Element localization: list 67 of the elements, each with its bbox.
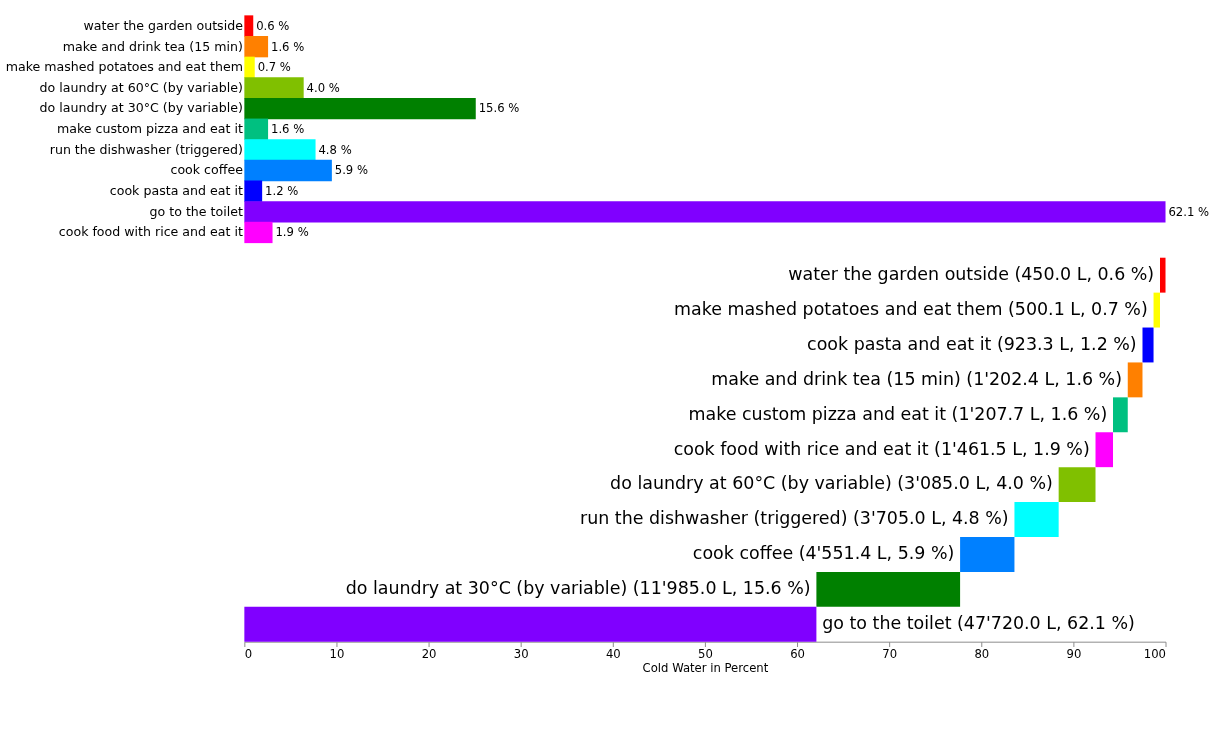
x-tick-label: 90 bbox=[1066, 646, 1082, 661]
data-label: 62.1 % bbox=[1168, 204, 1210, 219]
data-label: 0.6 % bbox=[256, 18, 290, 33]
bar bbox=[1153, 292, 1160, 328]
data-label: 4.8 % bbox=[318, 142, 352, 157]
bar bbox=[1058, 467, 1096, 503]
bar bbox=[960, 536, 1015, 572]
x-tick-label: 60 bbox=[790, 646, 805, 661]
category-label: make custom pizza and eat it (1'207.7 L, 1.6 %) bbox=[688, 403, 1108, 424]
bar bbox=[244, 201, 1166, 223]
y-tick-label: cook pasta and eat it bbox=[109, 183, 243, 199]
bar bbox=[244, 139, 316, 161]
bar bbox=[244, 36, 269, 58]
bar bbox=[1127, 362, 1143, 398]
x-tick-label: 70 bbox=[882, 646, 898, 661]
y-tick-label: make and drink tea (15 min) bbox=[62, 38, 243, 54]
category-label: do laundry at 60°C (by variable) (3'085.0 L, 4.0 %) bbox=[610, 473, 1053, 494]
bar bbox=[1159, 257, 1166, 293]
data-label: 1.2 % bbox=[265, 184, 299, 199]
x-tick-label: 10 bbox=[329, 646, 345, 661]
data-label: 1.6 % bbox=[270, 122, 305, 137]
category-label: cook food with rice and eat it (1'461.5 L, 1.9 %) bbox=[673, 438, 1090, 459]
data-label: 5.9 % bbox=[334, 163, 369, 178]
bar bbox=[244, 97, 476, 120]
y-tick-label: run the dishwasher (triggered) bbox=[49, 141, 243, 157]
data-label: 0.7 % bbox=[257, 60, 291, 75]
x-tick-label: 100 bbox=[1143, 646, 1166, 661]
bar bbox=[816, 571, 961, 607]
data-label: 1.6 % bbox=[270, 39, 305, 54]
bar bbox=[244, 118, 269, 140]
x-tick-label: 50 bbox=[698, 646, 713, 661]
category-label: make and drink tea (15 min) (1'202.4 L, 1.6 %) bbox=[711, 368, 1122, 389]
y-tick-label: do laundry at 60°C (by variable) bbox=[39, 79, 243, 95]
category-label: water the garden outside (450.0 L, 0.6 %) bbox=[788, 264, 1155, 285]
bar bbox=[244, 221, 273, 244]
bar bbox=[1142, 327, 1154, 363]
x-tick-label: 0 bbox=[244, 646, 253, 661]
bar bbox=[244, 180, 263, 202]
x-axis-title: Cold Water in Percent bbox=[642, 661, 769, 676]
data-label: 15.6 % bbox=[478, 101, 520, 116]
category-label: make mashed potatoes and eat them (500.1 L, 0.7 %) bbox=[674, 298, 1148, 319]
category-label: run the dishwasher (triggered) (3'705.0 L, 4.8 %) bbox=[580, 508, 1009, 529]
bar bbox=[244, 56, 255, 78]
data-label: 4.0 % bbox=[306, 80, 340, 95]
bar bbox=[1113, 397, 1128, 433]
x-tick-label: 30 bbox=[513, 646, 529, 661]
bar bbox=[244, 15, 254, 37]
y-tick-label: do laundry at 30°C (by variable) bbox=[39, 100, 243, 116]
bar bbox=[244, 606, 817, 642]
x-tick-label: 40 bbox=[605, 646, 621, 661]
y-tick-label: cook food with rice and eat it bbox=[58, 224, 243, 240]
bar bbox=[1014, 502, 1059, 537]
y-tick-label: go to the toilet bbox=[149, 203, 243, 219]
y-tick-label: make custom pizza and eat it bbox=[56, 121, 243, 137]
bar bbox=[244, 77, 304, 99]
category-label: cook pasta and eat it (923.3 L, 1.2 %) bbox=[807, 333, 1137, 354]
bar bbox=[1095, 432, 1114, 468]
category-label: go to the toilet (47'720.0 L, 62.1 %) bbox=[822, 613, 1135, 634]
y-tick-label: cook coffee bbox=[170, 162, 244, 178]
bar bbox=[244, 159, 332, 182]
category-label: cook coffee (4'551.4 L, 5.9 %) bbox=[692, 543, 955, 564]
y-tick-label: water the garden outside bbox=[83, 17, 244, 33]
x-tick-label: 20 bbox=[421, 646, 437, 661]
y-tick-label: make mashed potatoes and eat them bbox=[5, 59, 243, 75]
category-label: do laundry at 30°C (by variable) (11'985.0 L, 15.6 %) bbox=[345, 578, 811, 599]
x-tick-label: 80 bbox=[974, 646, 990, 661]
data-label: 1.9 % bbox=[275, 225, 309, 240]
